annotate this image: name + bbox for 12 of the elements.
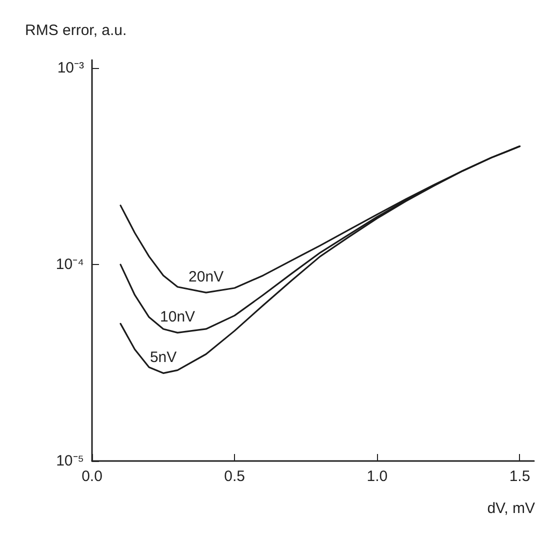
y-axis-title: RMS error, a.u.: [25, 22, 127, 39]
x-tick-label: 1.0: [366, 468, 388, 485]
y-tick-label: 10⁻³: [57, 60, 84, 77]
series-label: 20nV: [188, 268, 224, 286]
x-tick-label: 0.5: [224, 468, 246, 485]
x-tick-label: 0.0: [82, 468, 102, 485]
x-axis-title: dV, mV: [487, 500, 536, 517]
series-label: 10nV: [160, 308, 196, 326]
x-tick-label: 1.5: [509, 468, 530, 485]
y-tick-label: 10⁻⁴: [56, 256, 84, 274]
y-tick-label: 10⁻⁵: [56, 452, 84, 470]
series-label: 5nV: [150, 349, 177, 366]
